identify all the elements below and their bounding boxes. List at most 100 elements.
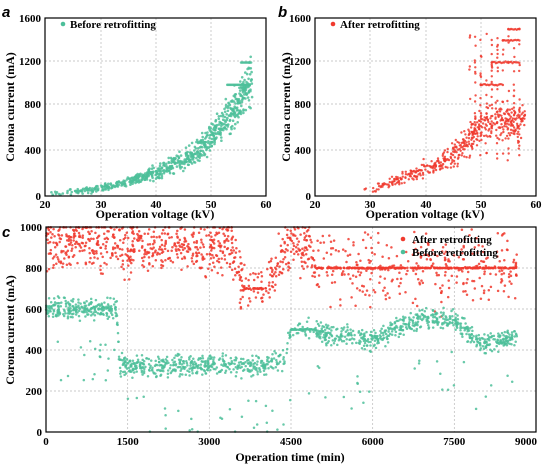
scatter-point-after (508, 134, 512, 137)
scatter-point-before (79, 302, 82, 305)
scatter-point-before (190, 428, 194, 431)
scatter-point-before (442, 306, 445, 310)
scatter-point-before (275, 358, 278, 362)
scatter-point-after (295, 237, 299, 240)
scatter-point-after (359, 266, 363, 270)
scatter-point-before (47, 311, 50, 314)
scatter-point-after (87, 230, 90, 234)
scatter-point-after (479, 96, 482, 100)
scatter-point-before (256, 372, 259, 376)
scatter-point-after (518, 43, 521, 46)
scatter-point-after (419, 174, 422, 177)
scatter-point-before (305, 320, 309, 323)
scatter-point-before (203, 140, 206, 144)
scatter-point-before (239, 357, 243, 361)
scatter-point-before (140, 175, 144, 178)
scatter-point-after (489, 285, 493, 289)
scatter-point-before (228, 367, 231, 371)
scatter-point-after (191, 235, 195, 238)
scatter-point-after (230, 268, 234, 272)
scatter-point-before (419, 325, 423, 328)
scatter-point-after (484, 142, 487, 145)
scatter-point-after (479, 115, 482, 119)
scatter-point-before (388, 332, 392, 336)
scatter-point-after (271, 280, 275, 284)
scatter-point-after (175, 232, 178, 235)
scatter-point-after (143, 248, 147, 252)
scatter-point-after (163, 232, 167, 235)
scatter-point-after (328, 234, 331, 237)
scatter-point-before (442, 311, 445, 314)
scatter-point-before (84, 315, 87, 318)
scatter-point-before (207, 361, 210, 364)
scatter-point-after (213, 265, 216, 269)
scatter-point-before (278, 360, 282, 364)
scatter-point-before (504, 335, 507, 338)
scatter-point-after (514, 266, 518, 270)
scatter-point-before (180, 355, 183, 359)
scatter-point-before (74, 308, 77, 312)
scatter-point-before (200, 367, 204, 371)
scatter-point-after (185, 250, 189, 253)
scatter-point-after (507, 60, 510, 64)
scatter-point-after (297, 240, 301, 243)
scatter-point-before (165, 162, 168, 166)
scatter-point-after (369, 236, 373, 240)
scatter-point-after (441, 246, 445, 249)
scatter-point-after (501, 126, 504, 129)
scatter-point-after (367, 266, 370, 270)
scatter-point-after (69, 263, 72, 267)
scatter-point-before (136, 177, 139, 180)
scatter-point-before (253, 365, 256, 369)
scatter-point-before (235, 357, 238, 360)
scatter-point-after (417, 266, 420, 270)
scatter-point-after (447, 279, 450, 282)
scatter-point-before (484, 345, 487, 348)
scatter-point-before (320, 327, 324, 330)
scatter-point-after (415, 262, 418, 265)
scatter-point-before (205, 134, 209, 137)
scatter-point-before (212, 358, 215, 362)
scatter-point-before (207, 366, 210, 369)
scatter-point-after (355, 287, 359, 290)
scatter-point-before (91, 377, 95, 381)
scatter-point-after (507, 41, 510, 44)
scatter-point-before (93, 373, 96, 376)
scatter-point-before (71, 316, 74, 319)
scatter-point-after (248, 300, 252, 303)
scatter-point-before (320, 329, 323, 332)
scatter-point-before (352, 337, 356, 341)
scatter-point-after (317, 274, 321, 277)
scatter-point-after (422, 163, 425, 167)
scatter-point-after (507, 132, 510, 135)
scatter-point-before (447, 318, 450, 321)
scatter-point-after (101, 272, 104, 275)
scatter-point-after (485, 151, 488, 155)
scatter-point-before (168, 168, 171, 171)
scatter-point-after (105, 240, 108, 244)
scatter-point-after (103, 237, 107, 241)
scatter-point-after (376, 182, 380, 185)
scatter-point-before (413, 367, 416, 370)
scatter-point-after (453, 145, 457, 149)
scatter-point-after (507, 123, 511, 126)
scatter-point-after (513, 55, 516, 59)
scatter-point-after (147, 251, 151, 254)
scatter-point-before (210, 141, 213, 144)
scatter-point-after (319, 241, 322, 245)
scatter-point-after (386, 183, 389, 186)
scatter-point-after (65, 263, 69, 267)
scatter-point-after (518, 63, 521, 67)
scatter-point-before (111, 317, 115, 320)
scatter-point-after (425, 258, 429, 261)
scatter-point-after (217, 231, 221, 234)
scatter-point-before (478, 342, 482, 346)
scatter-point-before (129, 370, 132, 374)
scatter-point-after (217, 257, 221, 261)
scatter-point-after (496, 157, 499, 160)
scatter-point-before (427, 323, 430, 327)
scatter-point-after (495, 152, 499, 155)
scatter-point-before (315, 329, 318, 332)
scatter-point-after (355, 260, 358, 264)
scatter-point-after (446, 158, 449, 161)
